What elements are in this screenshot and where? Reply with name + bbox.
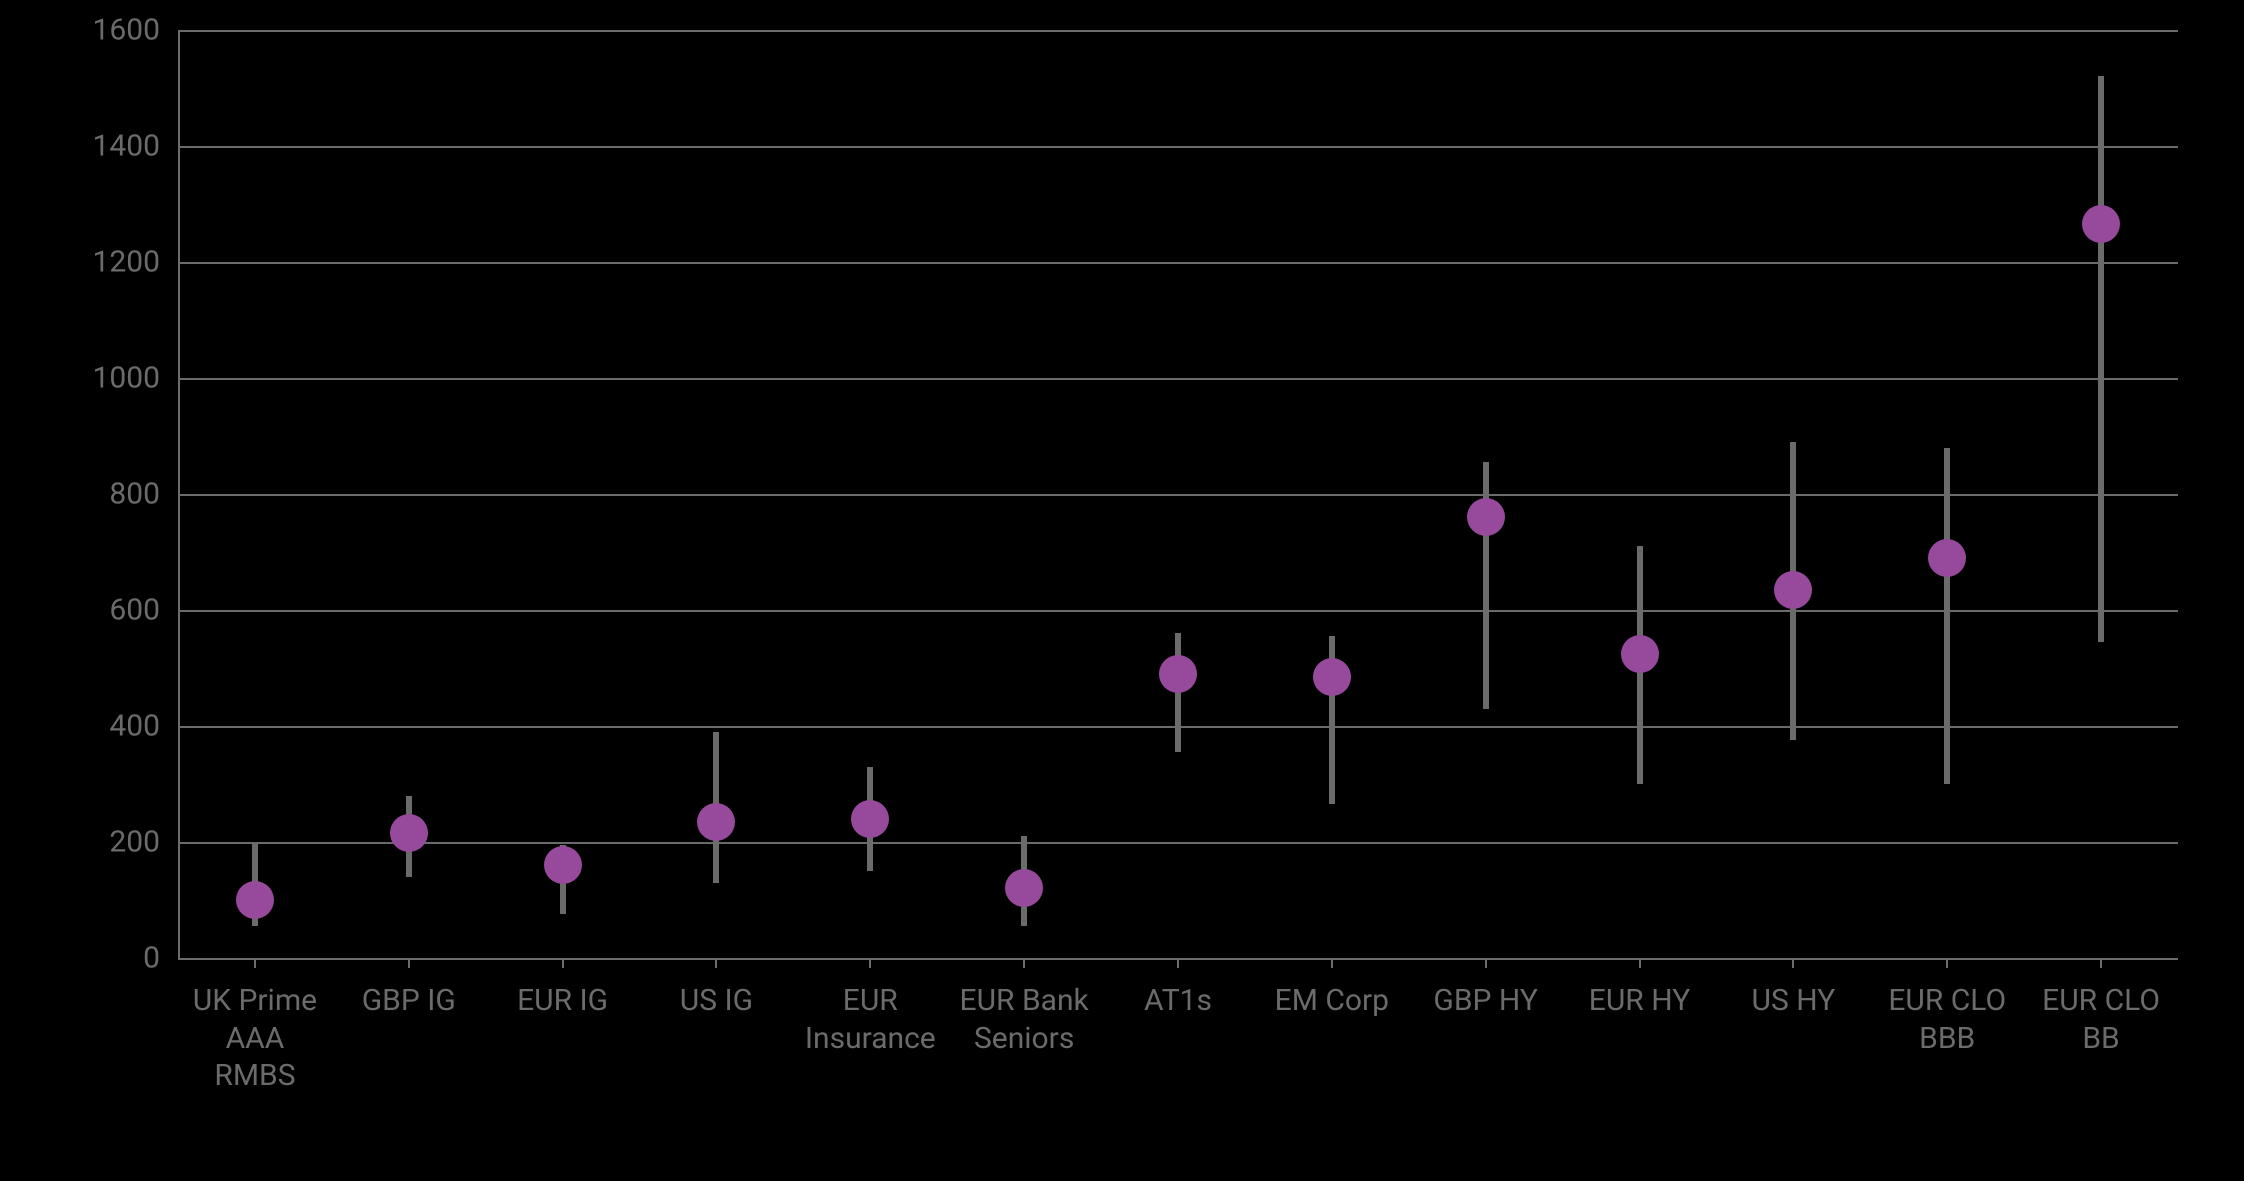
point-marker bbox=[2082, 205, 2120, 243]
x-tick-label: EUR IG bbox=[484, 982, 642, 1020]
point-marker bbox=[1928, 539, 1966, 577]
y-tick-label: 1600 bbox=[10, 13, 160, 48]
y-tick-label: 1200 bbox=[10, 245, 160, 280]
x-tick-label: GBP IG bbox=[330, 982, 488, 1020]
x-tick-mark bbox=[2100, 958, 2102, 968]
x-tick-label: EUR CLO BBB bbox=[1868, 982, 2026, 1057]
x-tick-mark bbox=[1331, 958, 1333, 968]
x-tick-mark bbox=[1177, 958, 1179, 968]
x-tick-mark bbox=[1023, 958, 1025, 968]
x-tick-mark bbox=[869, 958, 871, 968]
x-tick-label: GBP HY bbox=[1407, 982, 1565, 1020]
y-tick-label: 0 bbox=[10, 941, 160, 976]
range-whisker bbox=[2098, 76, 2104, 642]
x-tick-mark bbox=[254, 958, 256, 968]
x-tick-mark bbox=[1639, 958, 1641, 968]
y-tick-label: 1000 bbox=[10, 361, 160, 396]
gridline bbox=[178, 610, 2178, 612]
y-tick-label: 1400 bbox=[10, 129, 160, 164]
x-tick-mark bbox=[562, 958, 564, 968]
point-marker bbox=[1313, 658, 1351, 696]
y-tick-label: 200 bbox=[10, 825, 160, 860]
x-tick-label: EUR CLO BB bbox=[2022, 982, 2180, 1057]
y-tick-label: 800 bbox=[10, 477, 160, 512]
point-marker bbox=[236, 881, 274, 919]
gridline bbox=[178, 146, 2178, 148]
plot-area bbox=[178, 30, 2178, 958]
point-marker bbox=[1159, 655, 1197, 693]
gridline bbox=[178, 378, 2178, 380]
x-tick-label: AT1s bbox=[1099, 982, 1257, 1020]
x-tick-label: EUR HY bbox=[1561, 982, 1719, 1020]
y-tick-label: 400 bbox=[10, 709, 160, 744]
x-tick-label: EUR Insurance bbox=[791, 982, 949, 1057]
range-whisker bbox=[1944, 448, 1950, 784]
x-tick-mark bbox=[1946, 958, 1948, 968]
x-tick-mark bbox=[1792, 958, 1794, 968]
point-marker bbox=[1467, 498, 1505, 536]
x-tick-label: EUR Bank Seniors bbox=[945, 982, 1103, 1057]
x-tick-label: EM Corp bbox=[1253, 982, 1411, 1020]
point-marker bbox=[697, 803, 735, 841]
point-marker bbox=[851, 800, 889, 838]
y-axis-line bbox=[178, 30, 180, 958]
x-tick-label: UK Prime AAA RMBS bbox=[176, 982, 334, 1095]
y-tick-label: 600 bbox=[10, 593, 160, 628]
point-marker bbox=[1774, 571, 1812, 609]
point-marker bbox=[390, 814, 428, 852]
x-tick-mark bbox=[408, 958, 410, 968]
point-marker bbox=[544, 846, 582, 884]
gridline bbox=[178, 262, 2178, 264]
point-marker bbox=[1621, 635, 1659, 673]
x-tick-mark bbox=[715, 958, 717, 968]
gridline bbox=[178, 842, 2178, 844]
gridline bbox=[178, 494, 2178, 496]
point-marker bbox=[1005, 869, 1043, 907]
x-tick-mark bbox=[1485, 958, 1487, 968]
gridline bbox=[178, 30, 2178, 32]
x-tick-label: US HY bbox=[1714, 982, 1872, 1020]
credit-spread-range-chart: 0 200 400 600 800 1000 1200 1400 1600 UK Prime AA… bbox=[0, 0, 2244, 1181]
x-tick-label: US IG bbox=[638, 982, 796, 1020]
